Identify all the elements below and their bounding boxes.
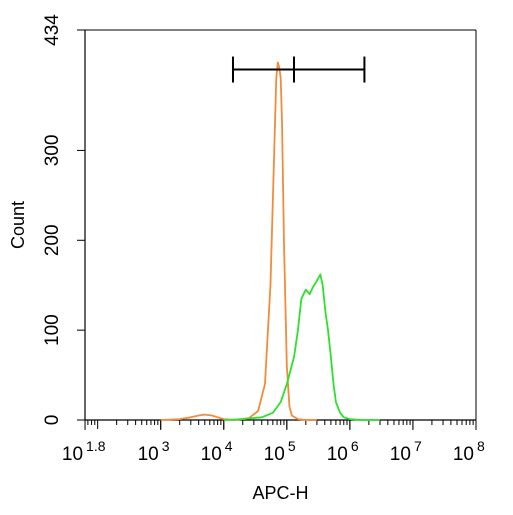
x-tick-label-exponent: 5 — [288, 438, 296, 454]
x-tick-label: 10 6 — [327, 438, 359, 465]
y-tick-label: 200 — [42, 224, 63, 256]
x-axis-title: APC-H — [252, 483, 308, 503]
y-axis-title: Count — [8, 201, 28, 249]
x-tick-label-base: 10 — [201, 444, 222, 465]
y-axis-ticks: 0 100 200 300 434 — [42, 14, 85, 426]
gate-bar — [231, 56, 366, 83]
x-tick-label: 10 5 — [264, 438, 296, 465]
x-tick-label-exponent: 6 — [351, 438, 359, 454]
x-tick-label-exponent: 7 — [414, 438, 422, 454]
histogram-series — [160, 61, 380, 421]
y-tick-label: 100 — [42, 314, 63, 346]
x-tick-label-exponent: 3 — [162, 438, 170, 454]
x-tick-label-base: 10 — [390, 444, 411, 465]
x-tick-label-base: 10 — [62, 444, 83, 465]
series-line-2 — [223, 273, 380, 421]
x-tick-label-exponent: 1.8 — [86, 438, 106, 454]
x-tick-label-exponent: 8 — [477, 438, 485, 454]
x-axis-ticks: 10 1.8 10 3 10 4 10 5 10 6 10 7 10 8 — [62, 420, 485, 465]
x-tick-label: 10 3 — [138, 438, 170, 465]
y-tick-label: 434 — [42, 14, 63, 46]
x-tick-label-base: 10 — [327, 444, 348, 465]
x-tick-label-base: 10 — [138, 444, 159, 465]
y-tick-label: 0 — [42, 415, 63, 426]
y-tick-label: 300 — [42, 135, 63, 167]
x-tick-label: 10 1.8 — [62, 438, 106, 465]
x-tick-label: 10 4 — [201, 438, 233, 465]
x-tick-label-exponent: 4 — [225, 438, 233, 454]
x-tick-label: 10 7 — [390, 438, 422, 465]
x-tick-label-base: 10 — [453, 444, 474, 465]
x-tick-label: 10 8 — [453, 438, 485, 465]
x-tick-label-base: 10 — [264, 444, 285, 465]
series-line-1 — [160, 61, 317, 421]
